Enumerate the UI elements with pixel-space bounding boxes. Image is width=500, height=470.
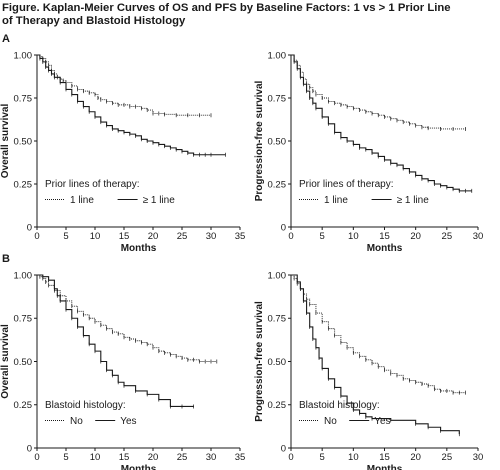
x-tick-label: 5	[320, 231, 325, 242]
legend-entry: 1 line	[324, 195, 348, 206]
y-tick-label: 0.25	[14, 400, 33, 411]
y-tick-label: 0.25	[268, 400, 287, 411]
panel-a-label: A	[2, 33, 10, 45]
legend-entry: No	[324, 416, 337, 427]
x-tick-label: 35	[235, 452, 246, 463]
legend-title: Prior lines of therapy:	[299, 179, 394, 190]
x-tick-label: 25	[177, 231, 188, 242]
y-tick-label: 0.25	[14, 179, 33, 190]
km-curve-solid	[37, 274, 194, 408]
y-tick-label: 0.75	[14, 314, 33, 325]
x-tick-label: 15	[379, 231, 390, 242]
figure-title-line-1: Figure. Kaplan-Meier Curves of OS and PF…	[2, 2, 451, 14]
legend-entry: Yes	[120, 416, 136, 427]
x-tick-label: 15	[379, 452, 390, 463]
figure-title-line-2: of Therapy and Blastoid Histology	[2, 15, 186, 27]
y-tick-label: 0.25	[268, 179, 287, 190]
legend-entry: Yes	[374, 416, 390, 427]
x-tick-label: 20	[410, 231, 421, 242]
km-curve-dotted	[291, 54, 466, 130]
legend-entry: 1 line	[70, 195, 94, 206]
x-axis-title: Months	[121, 464, 157, 470]
chart-pfs-blastoid-histology: 0 5 10 15 20 25 30 0 0.25 0.50 0.75 1.00 Months Progr…	[254, 270, 484, 470]
x-axis-title: Months	[367, 464, 403, 470]
km-curve-dotted	[37, 274, 217, 362]
panel-b-label: B	[2, 253, 10, 265]
x-tick-label: 30	[206, 231, 217, 242]
km-curve-dotted	[291, 274, 466, 394]
x-tick-label: 15	[119, 452, 130, 463]
y-axis-title: Progression-free survival	[254, 301, 265, 422]
x-tick-label: 5	[320, 452, 325, 463]
y-axis-title: Progression-free survival	[254, 80, 265, 201]
x-tick-label: 35	[235, 231, 246, 242]
x-tick-label: 15	[119, 231, 130, 242]
y-tick-label: 0.75	[14, 93, 33, 104]
x-tick-label: 0	[288, 452, 293, 463]
x-axis-title: Months	[121, 243, 157, 254]
x-tick-label: 25	[177, 452, 188, 463]
x-tick-label: 25	[442, 452, 453, 463]
x-tick-label: 0	[34, 231, 39, 242]
legend-title: Prior lines of therapy:	[45, 179, 140, 190]
x-tick-label: 30	[473, 231, 484, 242]
x-tick-label: 10	[348, 452, 359, 463]
chart-os-blastoid-histology: 0 5 10 15 20 25 30 35 0 0.25 0.50 0.75 1.00 Months Ove…	[0, 270, 246, 470]
y-tick-label: 0	[27, 222, 32, 233]
x-axis-title: Months	[367, 243, 403, 254]
x-tick-label: 20	[410, 452, 421, 463]
x-tick-label: 30	[473, 452, 484, 463]
km-curve-solid	[37, 54, 226, 156]
y-axis-title: Overall survival	[0, 104, 11, 179]
y-tick-label: 0.75	[268, 314, 287, 325]
figure-title: Figure. Kaplan-Meier Curves of OS and PF…	[2, 2, 498, 28]
legend-entry: No	[70, 416, 83, 427]
x-tick-label: 10	[348, 231, 359, 242]
y-tick-label: 0	[27, 443, 32, 454]
legend-entry: ≥ 1 line	[143, 195, 176, 206]
legend-title: Blastoid histology:	[45, 400, 126, 411]
x-tick-label: 10	[90, 452, 101, 463]
chart-pfs-prior-lines: 0 5 10 15 20 25 30 0 0.25 0.50 0.75 1.00 Months Progr…	[254, 50, 484, 254]
y-tick-label: 0.50	[14, 136, 33, 147]
x-tick-label: 5	[63, 231, 68, 242]
y-axis-title: Overall survival	[0, 324, 11, 399]
x-tick-label: 20	[148, 452, 159, 463]
x-tick-label: 20	[148, 231, 159, 242]
y-tick-label: 0.75	[268, 93, 287, 104]
y-tick-label: 0.50	[268, 136, 287, 147]
x-tick-label: 5	[63, 452, 68, 463]
y-tick-label: 0.50	[14, 357, 33, 368]
y-tick-label: 1.00	[14, 270, 33, 281]
y-tick-label: 0.50	[268, 357, 287, 368]
y-tick-label: 0	[281, 443, 286, 454]
x-tick-label: 25	[442, 231, 453, 242]
x-tick-label: 0	[288, 231, 293, 242]
y-tick-label: 1.00	[14, 50, 33, 61]
x-tick-label: 10	[90, 231, 101, 242]
km-curve-solid	[291, 54, 472, 192]
y-tick-label: 1.00	[268, 50, 287, 61]
x-tick-label: 0	[34, 452, 39, 463]
y-tick-label: 0	[281, 222, 286, 233]
legend-title: Blastoid histology:	[299, 400, 380, 411]
y-tick-label: 1.00	[268, 270, 287, 281]
chart-os-prior-lines: 0 5 10 15 20 25 30 35 0 0.25 0.50 0.75 1.00 Months Ove…	[0, 50, 246, 254]
x-tick-label: 30	[206, 452, 217, 463]
legend-entry: ≥ 1 line	[397, 195, 430, 206]
